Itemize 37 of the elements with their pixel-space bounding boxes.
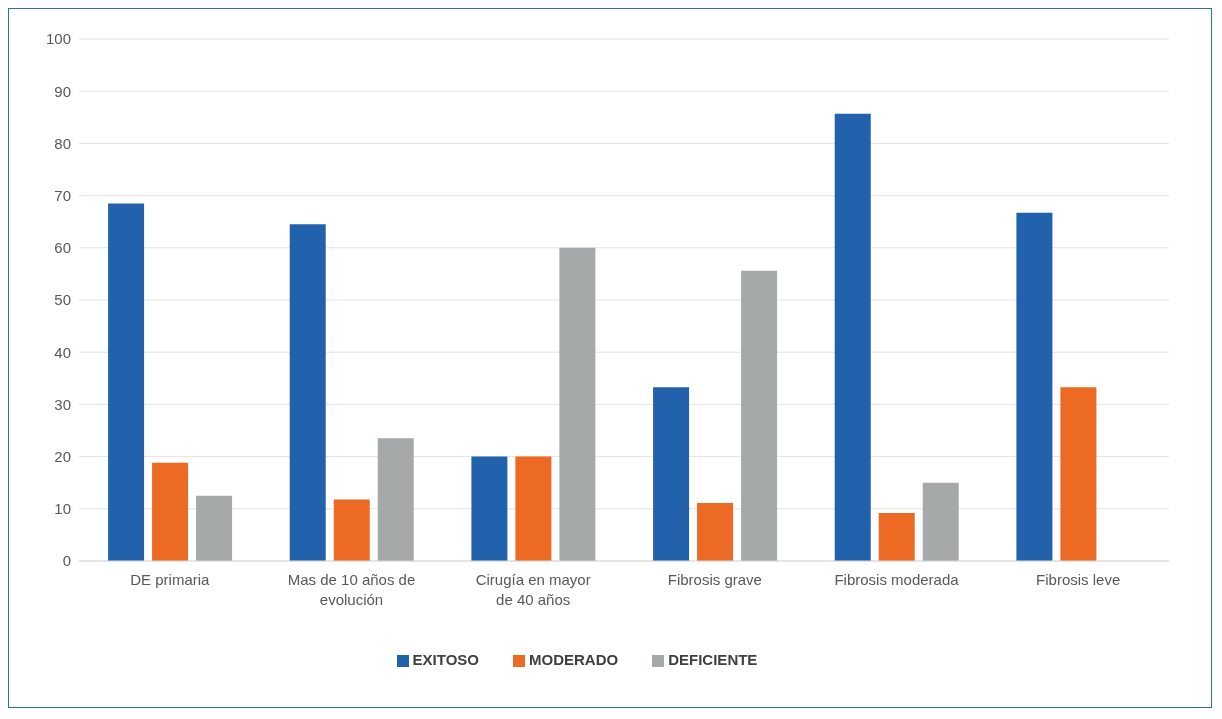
- y-tick-label: 70: [54, 186, 71, 204]
- legend-label: MODERADO: [529, 651, 619, 668]
- bar: [152, 462, 189, 561]
- bar: [108, 203, 145, 561]
- y-tick-label: 60: [54, 239, 71, 257]
- bar: [471, 456, 508, 561]
- y-tick-label: 40: [54, 343, 71, 361]
- bar: [559, 247, 596, 561]
- legend-label: EXITOSO: [412, 651, 480, 668]
- y-tick-label: 90: [54, 82, 71, 100]
- bar: [196, 495, 233, 561]
- y-tick-label: 0: [62, 552, 71, 570]
- y-tick-label: 50: [54, 291, 71, 309]
- bar: [653, 387, 690, 561]
- x-tick-label: DE primaria: [130, 571, 211, 588]
- bar: [741, 270, 778, 561]
- bar: [1016, 212, 1053, 561]
- bar: [515, 456, 552, 561]
- bar: [289, 224, 326, 561]
- y-tick-label: 100: [45, 30, 71, 48]
- y-tick-label: 20: [54, 447, 71, 465]
- bar: [922, 482, 959, 561]
- bar: [878, 512, 915, 561]
- bar: [333, 499, 370, 561]
- bar: [377, 438, 414, 561]
- x-tick-label: Mas de 10 años de evolución: [287, 571, 416, 608]
- y-tick-label: 30: [54, 395, 71, 413]
- x-tick-label: Fibrosis leve: [1036, 571, 1121, 588]
- bar: [1060, 387, 1097, 561]
- x-tick-label: Cirugía en mayor de 40 años: [475, 571, 591, 608]
- legend-label: DEFICIENTE: [668, 651, 758, 668]
- x-tick-label: Fibrosis grave: [667, 571, 762, 588]
- x-tick-label: Fibrosis moderada: [834, 571, 960, 588]
- bar: [834, 113, 871, 561]
- y-tick-label: 10: [54, 500, 71, 518]
- y-tick-label: 80: [54, 134, 71, 152]
- bar: [697, 503, 734, 561]
